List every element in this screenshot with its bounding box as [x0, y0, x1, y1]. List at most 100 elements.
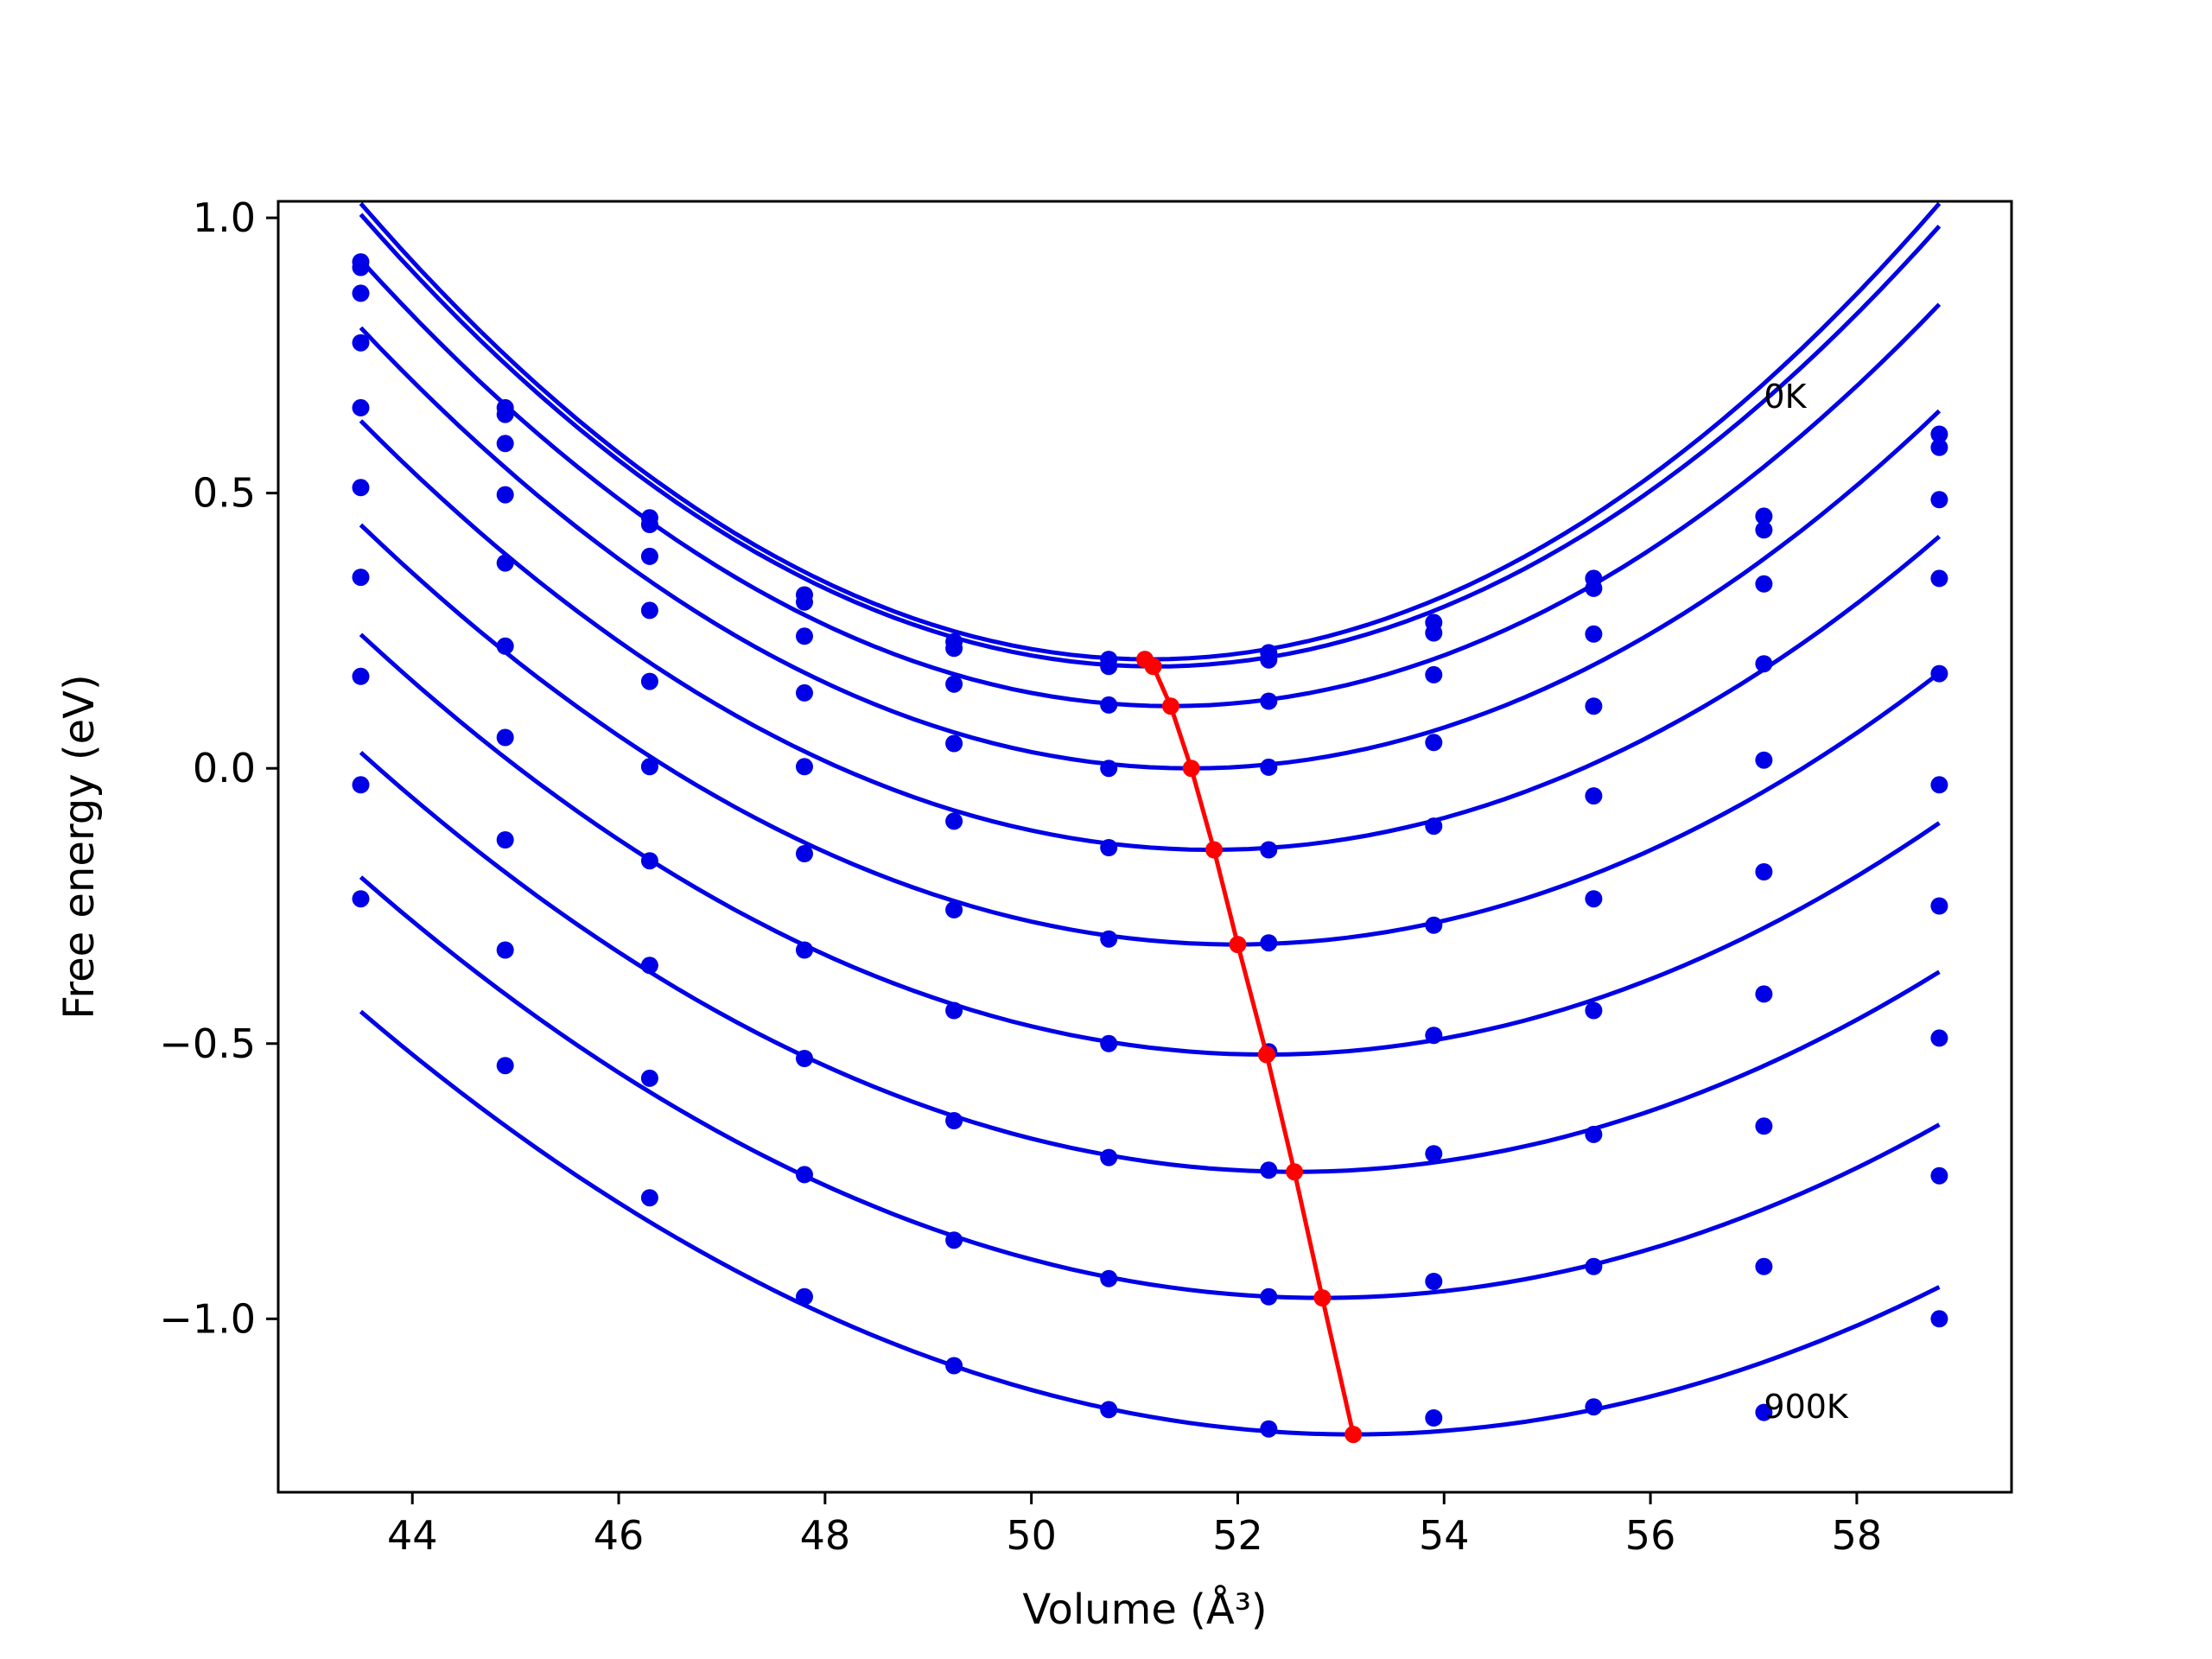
data-point-8-8	[1585, 1257, 1603, 1275]
data-point-8-9	[1755, 1257, 1773, 1275]
x-tick-label-1: 46	[594, 1512, 645, 1559]
data-point-3-8	[1585, 697, 1603, 715]
data-point-5-1	[496, 637, 514, 655]
data-point-8-0	[352, 776, 370, 794]
data-point-3-4	[945, 734, 963, 753]
data-point-7-9	[1755, 1117, 1773, 1135]
y-axis: 1.0 0.5 0.0 −0.5 −1.0	[159, 194, 278, 1342]
minimum-series	[1136, 651, 1363, 1444]
data-point-9-3	[796, 1287, 813, 1306]
data-point-9-5	[1100, 1401, 1118, 1419]
data-point-5-3	[796, 845, 813, 862]
data-point-8-6	[1260, 1287, 1278, 1306]
data-point-1-6	[1260, 651, 1278, 669]
data-point-7-3	[796, 1050, 813, 1067]
data-point-5-9	[1755, 863, 1773, 880]
data-point-6-5	[1100, 1034, 1118, 1052]
data-point-2-7	[1425, 665, 1443, 683]
x-tick-label-3: 50	[1006, 1512, 1057, 1559]
data-point-4-3	[796, 758, 813, 776]
data-point-0-9	[1755, 507, 1773, 525]
data-point-9-10	[1930, 1310, 1948, 1328]
data-point-7-4	[945, 1112, 963, 1129]
y-tick-label-4: −1.0	[159, 1295, 256, 1342]
data-point-1-7	[1425, 624, 1443, 642]
data-point-6-10	[1930, 897, 1948, 915]
data-point-8-3	[796, 1166, 813, 1184]
annotation-0k: 0K	[1764, 378, 1807, 416]
data-point-7-7	[1425, 1145, 1443, 1163]
data-point-5-8	[1585, 890, 1603, 908]
data-point-7-6	[1260, 1161, 1278, 1179]
annotation-900k: 900K	[1764, 1388, 1849, 1426]
data-point-1-9	[1755, 521, 1773, 539]
data-point-9-9	[1755, 1403, 1773, 1421]
y-tick-label-1: 0.5	[193, 470, 256, 517]
data-point-2-6	[1260, 692, 1278, 710]
data-point-9-0	[352, 890, 370, 908]
x-tick-label-7: 58	[1832, 1512, 1883, 1559]
series-2	[352, 258, 1948, 714]
minimum-point-1	[1144, 658, 1162, 676]
y-axis-label: Free energy (eV)	[55, 674, 104, 1019]
data-point-7-2	[640, 957, 658, 975]
data-point-3-2	[640, 601, 658, 620]
data-point-1-4	[945, 639, 963, 658]
data-point-7-10	[1930, 1029, 1948, 1047]
data-point-5-2	[640, 758, 658, 776]
data-point-0-10	[1930, 425, 1948, 443]
data-point-4-9	[1755, 751, 1773, 769]
fit-curve-8	[359, 875, 1941, 1300]
fit-curve-5	[359, 523, 1941, 947]
data-point-6-4	[945, 1001, 963, 1020]
y-tick-label-0: 1.0	[193, 194, 256, 241]
plot-area	[352, 201, 1948, 1444]
x-tick-label-6: 56	[1625, 1512, 1676, 1559]
series-3	[352, 326, 1948, 778]
data-point-5-4	[945, 900, 963, 918]
data-point-2-1	[496, 435, 514, 453]
minimum-point-2	[1161, 697, 1179, 715]
data-point-8-10	[1930, 1166, 1948, 1185]
minimum-point-6	[1257, 1046, 1275, 1064]
minimum-point-3	[1182, 760, 1200, 778]
y-tick-label-2: 0.0	[193, 745, 256, 791]
data-point-7-8	[1585, 1125, 1603, 1143]
data-point-2-5	[1100, 696, 1118, 714]
minimum-point-8	[1313, 1289, 1332, 1307]
data-point-1-10	[1930, 438, 1948, 456]
data-point-6-3	[796, 941, 813, 959]
data-point-3-7	[1425, 734, 1443, 752]
data-point-3-0	[352, 334, 370, 352]
fit-curve-4	[359, 419, 1942, 853]
data-point-4-1	[496, 554, 514, 572]
series-7	[352, 667, 1948, 1179]
data-point-3-5	[1100, 760, 1118, 778]
series-5	[352, 479, 1948, 952]
data-point-5-7	[1425, 916, 1443, 934]
data-point-2-2	[640, 547, 658, 565]
data-point-4-8	[1585, 787, 1603, 805]
data-point-1-5	[1100, 658, 1118, 676]
series-8	[352, 776, 1948, 1306]
minimum-point-9	[1344, 1426, 1363, 1444]
minimum-point-4	[1205, 841, 1223, 859]
data-point-7-0	[352, 667, 370, 685]
data-point-9-2	[640, 1189, 658, 1207]
x-tick-label-4: 52	[1212, 1512, 1263, 1559]
minimum-point-7	[1286, 1163, 1304, 1181]
fit-curve-7	[359, 751, 1941, 1174]
data-point-4-4	[945, 812, 963, 830]
data-point-2-10	[1930, 491, 1948, 509]
data-point-6-1	[496, 728, 514, 747]
x-tick-label-0: 44	[387, 1512, 438, 1559]
data-point-4-6	[1260, 841, 1278, 859]
data-point-7-5	[1100, 1148, 1118, 1166]
data-point-8-5	[1100, 1269, 1118, 1287]
data-point-6-0	[352, 569, 370, 587]
data-point-6-8	[1585, 1001, 1603, 1020]
data-point-8-7	[1425, 1273, 1443, 1290]
data-point-3-1	[496, 486, 514, 504]
data-point-8-2	[640, 1069, 658, 1087]
